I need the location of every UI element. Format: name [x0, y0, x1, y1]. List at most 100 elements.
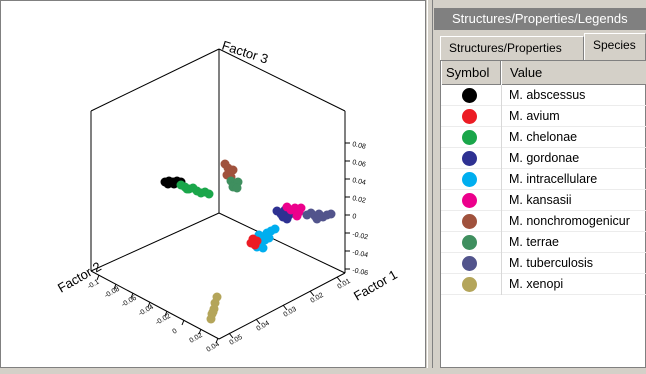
data-point[interactable] [208, 307, 218, 317]
table-row[interactable]: M. intracellulare [441, 169, 646, 190]
column-separator [501, 253, 502, 274]
data-point[interactable] [228, 165, 238, 175]
table-row[interactable]: M. xenopi [441, 274, 646, 295]
table-row[interactable]: M. avium [441, 106, 646, 127]
data-point[interactable] [232, 183, 242, 193]
table-header: Symbol Value [441, 61, 646, 85]
symbol-swatch [462, 151, 477, 166]
factor3-tick-label: 0.08 [352, 141, 367, 151]
factor2-tick-mark [215, 337, 219, 344]
3d-plot-canvas[interactable]: 0.080.060.040.020-0.02-0.04-0.06 0.010.0… [1, 1, 427, 369]
factor3-tick-label: 0.02 [352, 195, 367, 205]
column-separator [501, 232, 502, 253]
factor1-tick-mark [255, 318, 261, 325]
column-separator [501, 211, 502, 232]
column-header-symbol[interactable]: Symbol [441, 61, 501, 85]
factor2-tick-label: -0.04 [138, 304, 155, 318]
plot-box-edges [90, 48, 346, 340]
factor1-tick-mark [309, 290, 315, 297]
species-name: M. intracellulare [509, 172, 598, 186]
species-name: M. xenopi [509, 277, 564, 291]
factor3-tick-label: 0 [352, 213, 357, 221]
factor2-tick-label: 0.04 [206, 341, 221, 354]
data-point[interactable] [292, 211, 302, 221]
factor3-axis-ticks: 0.08 0.06 0.04 0.02 0 -0.02 -0.04 -0.06 [345, 141, 369, 277]
factor1-axis-ticks: 0.010.020.030.040.05 [228, 276, 352, 347]
tab-structures-properties[interactable]: Structures/Properties [440, 36, 584, 60]
column-separator [501, 85, 502, 106]
species-name: M. abscessus [509, 88, 586, 102]
factor1-tick-mark [228, 332, 234, 339]
data-point[interactable] [206, 314, 216, 324]
symbol-swatch [462, 193, 477, 208]
factor2-tick-mark [113, 283, 117, 290]
factor3-tick-label: 0.06 [352, 159, 367, 169]
symbol-swatch [462, 256, 477, 271]
table-row[interactable]: M. terrae [441, 232, 646, 253]
column-separator [501, 127, 502, 148]
factor2-tick-mark [147, 301, 151, 308]
table-row[interactable]: M. nonchromogenicur [441, 211, 646, 232]
species-name: M. chelonae [509, 130, 578, 144]
symbol-swatch [462, 277, 477, 292]
factor3-tick-label: 0.04 [352, 177, 367, 187]
tab-species[interactable]: Species [584, 33, 646, 60]
data-point[interactable] [282, 214, 292, 224]
species-name: M. tuberculosis [509, 256, 594, 270]
data-point[interactable] [258, 243, 268, 253]
factor2-tick-mark [130, 292, 134, 299]
species-name: M. nonchromogenicur [509, 214, 630, 228]
data-point[interactable] [326, 209, 336, 219]
data-point[interactable] [312, 214, 322, 224]
column-separator [501, 190, 502, 211]
factor2-tick-label: -0.02 [155, 313, 172, 327]
species-name: M. avium [509, 109, 560, 123]
panel-splitter[interactable] [427, 0, 433, 368]
column-header-value[interactable]: Value [501, 61, 646, 85]
data-point[interactable] [270, 224, 280, 234]
column-separator [501, 106, 502, 127]
symbol-swatch [462, 130, 477, 145]
factor3-tick-label: -0.04 [352, 249, 369, 259]
factor2-tick-mark [198, 328, 202, 335]
factor2-axis-label: Factor 2 [55, 259, 104, 296]
table-row[interactable]: M. tuberculosis [441, 253, 646, 274]
table-row[interactable]: M. kansasii [441, 190, 646, 211]
legend-panel-title: Structures/Properties/Legends [434, 8, 646, 30]
column-separator [501, 169, 502, 190]
legend-panel: Structures/Properties/Legends Structures… [434, 0, 646, 368]
data-point[interactable] [169, 179, 179, 189]
legend-rows: M. abscessus M. avium M. chelonae M. gordon… [441, 85, 646, 295]
symbol-swatch [462, 214, 477, 229]
data-point[interactable] [264, 233, 274, 243]
species-name: M. terrae [509, 235, 560, 249]
data-point[interactable] [246, 238, 256, 248]
column-separator [501, 274, 502, 295]
symbol-swatch [462, 172, 477, 187]
3d-scatter-plot[interactable]: 0.08 0.06 0.04 0.02 0 -0.02 -0.04 -0.06 0.01 0.0… [0, 0, 426, 368]
data-point[interactable] [182, 184, 192, 194]
factor2-tick-label: -0.08 [104, 286, 121, 300]
species-legend-table: Symbol Value M. abscessus M. avium M. chel… [440, 60, 646, 368]
table-row[interactable]: M. chelonae [441, 127, 646, 148]
symbol-swatch [462, 88, 477, 103]
factor1-tick-mark [282, 304, 288, 311]
data-point[interactable] [302, 210, 312, 220]
species-name: M. gordonae [509, 151, 580, 165]
species-name: M. kansasii [509, 193, 572, 207]
table-row[interactable]: M. abscessus [441, 85, 646, 106]
factor2-tick-label: -0.06 [121, 295, 138, 309]
factor2-tick-mark [164, 310, 168, 317]
symbol-swatch [462, 235, 477, 250]
data-point[interactable] [204, 189, 214, 199]
table-row[interactable]: M. gordonae [441, 148, 646, 169]
factor3-tick-label: -0.02 [352, 231, 369, 241]
scatter-points [160, 159, 336, 324]
symbol-swatch [462, 109, 477, 124]
factor1-tick-mark [336, 276, 342, 283]
data-point[interactable] [296, 203, 306, 213]
factor2-tick-label: 0.02 [189, 332, 204, 345]
factor2-tick-mark [181, 319, 185, 326]
column-separator [501, 148, 502, 169]
